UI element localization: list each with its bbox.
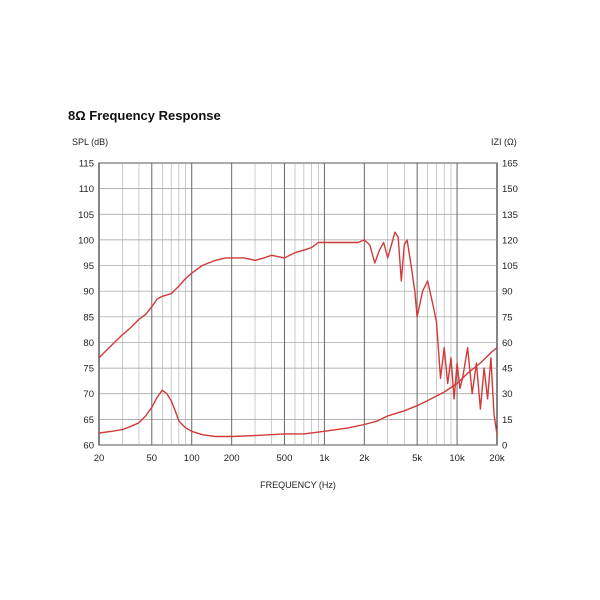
y-right-tick-label: 135 xyxy=(502,210,518,221)
spl-curve xyxy=(98,231,498,435)
data-lines xyxy=(98,231,498,438)
y-left-tick-label: 100 xyxy=(78,235,94,246)
y-left-axis-title: SPL (dB) xyxy=(72,137,108,147)
y-left-tick-label: 105 xyxy=(78,210,94,221)
y-right-tick-label: 0 xyxy=(502,441,507,452)
x-tick-label: 2k xyxy=(359,453,369,464)
x-axis-title: FREQUENCY (Hz) xyxy=(260,480,336,490)
x-tick-label: 1k xyxy=(319,453,329,464)
x-tick-label: 20k xyxy=(489,453,505,464)
y-right-tick-label: 90 xyxy=(502,287,513,298)
tick-labels: 20 50 100 200 500 1k 2k 5k 10k 20k 115 110 105 100 95 9… xyxy=(78,159,518,465)
y-left-tick-label: 75 xyxy=(83,364,94,375)
y-right-tick-label: 165 xyxy=(502,159,518,170)
y-left-tick-label: 80 xyxy=(83,338,94,349)
grid xyxy=(99,162,497,446)
x-tick-label: 20 xyxy=(94,453,105,464)
x-tick-label: 10k xyxy=(449,453,465,464)
y-right-tick-label: 30 xyxy=(502,389,513,400)
y-left-tick-label: 95 xyxy=(83,261,94,272)
y-left-tick-label: 60 xyxy=(83,441,94,452)
x-tick-label: 100 xyxy=(184,453,200,464)
y-right-tick-label: 60 xyxy=(502,338,513,349)
y-left-tick-label: 65 xyxy=(83,415,94,426)
y-left-tick-label: 90 xyxy=(83,287,94,298)
x-tick-label: 200 xyxy=(224,453,240,464)
y-left-tick-label: 85 xyxy=(83,312,94,323)
chart-title: 8Ω Frequency Response xyxy=(68,108,221,123)
y-right-tick-label: 105 xyxy=(502,261,518,272)
y-left-tick-label: 110 xyxy=(79,184,94,195)
y-left-tick-label: 70 xyxy=(83,389,94,400)
x-tick-label: 50 xyxy=(147,453,158,464)
y-right-tick-label: 45 xyxy=(502,364,513,375)
y-right-tick-label: 150 xyxy=(502,184,518,195)
y-right-tick-label: 120 xyxy=(502,235,518,246)
y-right-tick-label: 15 xyxy=(502,415,513,426)
y-left-tick-label: 115 xyxy=(79,159,94,170)
plot-border xyxy=(98,162,498,446)
y-right-axis-title: IZI (Ω) xyxy=(491,137,517,147)
y-right-tick-label: 75 xyxy=(502,312,513,323)
x-tick-label: 500 xyxy=(277,453,293,464)
impedance-curve xyxy=(98,347,498,438)
x-tick-label: 5k xyxy=(412,453,422,464)
